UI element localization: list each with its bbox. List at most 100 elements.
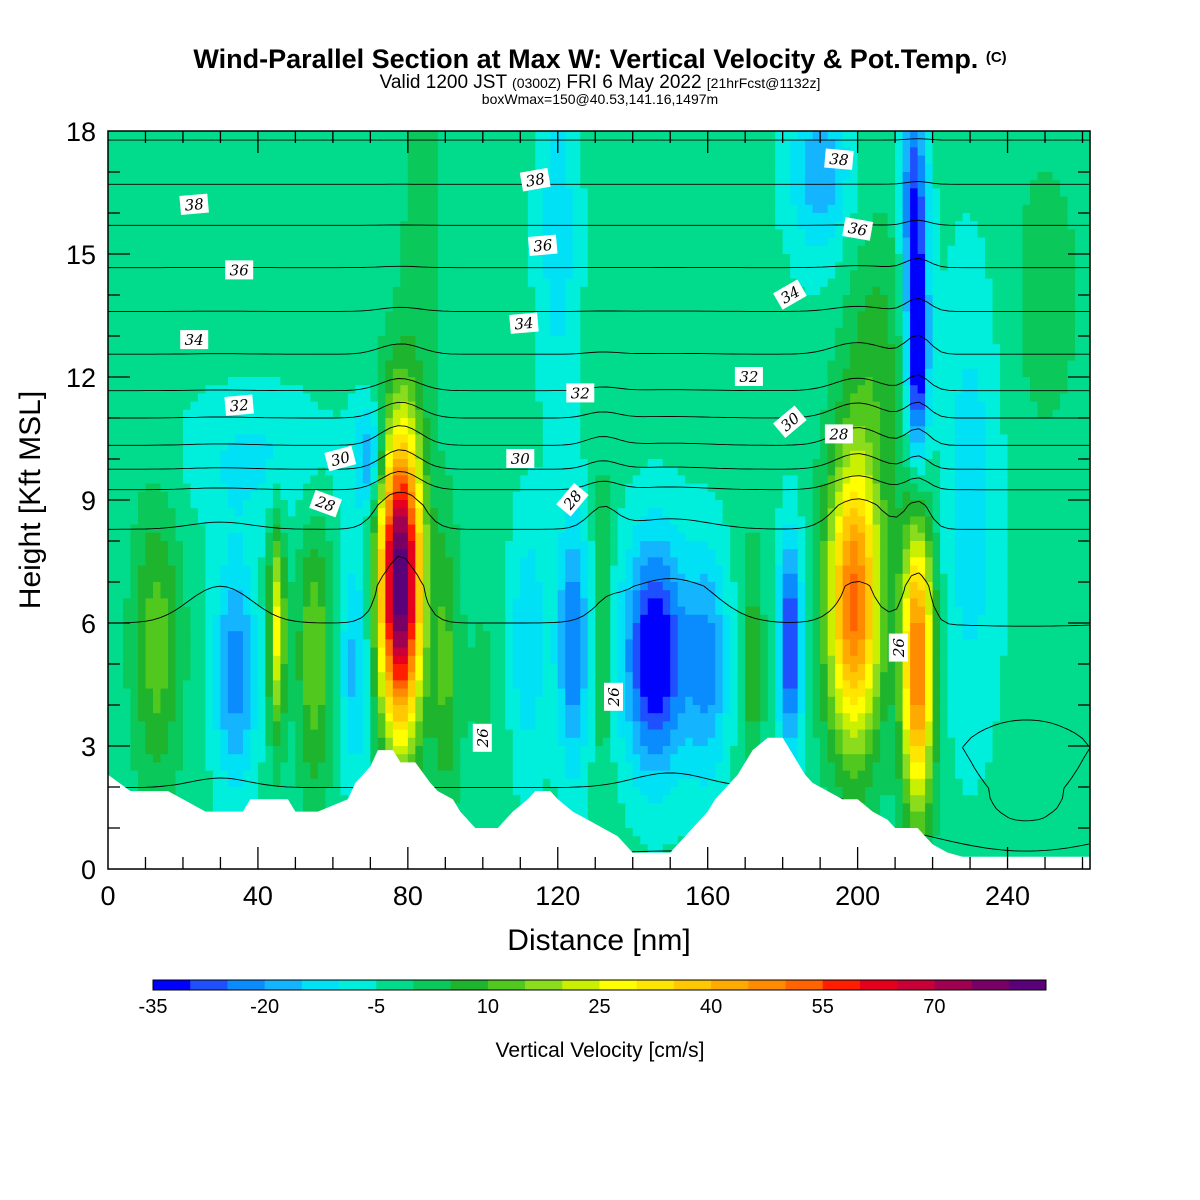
heatmap-cell xyxy=(625,229,634,239)
heatmap-cell xyxy=(662,303,671,312)
heatmap-cell xyxy=(917,270,926,280)
heatmap-cell xyxy=(812,262,821,271)
heatmap-cell xyxy=(295,327,304,337)
heatmap-cell xyxy=(797,196,806,206)
heatmap-cell xyxy=(797,172,806,181)
heatmap-cell xyxy=(902,401,911,411)
heatmap-cell xyxy=(1000,385,1009,394)
heatmap-cell xyxy=(625,327,634,337)
heatmap-cell xyxy=(580,147,589,157)
heatmap-cell xyxy=(737,188,746,198)
heatmap-cell xyxy=(775,163,784,173)
heatmap-cell xyxy=(460,139,469,148)
heatmap-cell xyxy=(242,254,252,263)
heatmap-cell xyxy=(317,393,326,403)
heatmap-cell xyxy=(955,344,964,353)
heatmap-cell xyxy=(797,385,806,394)
heatmap-cell xyxy=(122,229,132,239)
heatmap-cell xyxy=(1060,327,1069,337)
heatmap-cell xyxy=(550,295,559,304)
heatmap-cell xyxy=(640,196,649,206)
heatmap-cell xyxy=(632,327,641,337)
heatmap-cell xyxy=(700,336,709,345)
heatmap-cell xyxy=(227,188,237,198)
heatmap-cell xyxy=(452,295,461,304)
heatmap-cell xyxy=(715,426,724,435)
heatmap-cell xyxy=(497,401,506,411)
heatmap-cell xyxy=(760,278,769,288)
heatmap-cell xyxy=(130,303,139,312)
heatmap-cell xyxy=(370,131,379,140)
heatmap-cell xyxy=(280,311,289,321)
heatmap-cell xyxy=(880,311,889,321)
heatmap-cell xyxy=(992,204,1001,214)
heatmap-cell xyxy=(625,204,634,214)
heatmap-cell xyxy=(820,377,829,386)
heatmap-cell xyxy=(302,303,311,312)
heatmap-cell xyxy=(490,319,499,329)
heatmap-cell xyxy=(167,377,177,386)
heatmap-cell xyxy=(385,270,394,280)
heatmap-cell xyxy=(497,393,506,403)
heatmap-cell xyxy=(850,278,859,288)
heatmap-cell xyxy=(1082,409,1091,419)
heatmap-cell xyxy=(677,352,686,362)
heatmap-cell xyxy=(175,196,184,206)
heatmap-cell xyxy=(850,213,859,222)
heatmap-cell xyxy=(707,270,716,280)
heatmap-cell xyxy=(1015,418,1024,427)
heatmap-cell xyxy=(430,172,439,181)
heatmap-cell xyxy=(700,418,709,427)
heatmap-cell xyxy=(482,377,491,386)
heatmap-cell xyxy=(310,418,319,427)
heatmap-cell xyxy=(220,426,229,435)
heatmap-cell xyxy=(962,196,971,206)
heatmap-cell xyxy=(895,131,904,140)
heatmap-cell xyxy=(947,319,956,329)
heatmap-cell xyxy=(160,303,169,312)
heatmap-cell xyxy=(505,262,514,271)
heatmap-cell xyxy=(865,393,874,403)
heatmap-cell xyxy=(205,319,214,329)
heatmap-cell xyxy=(512,262,521,271)
heatmap-cell xyxy=(137,418,147,427)
heatmap-cell xyxy=(992,262,1001,271)
heatmap-cell xyxy=(108,401,117,411)
heatmap-cell xyxy=(280,139,289,148)
heatmap-cell xyxy=(767,418,776,427)
heatmap-cell xyxy=(377,286,386,296)
heatmap-cell xyxy=(587,352,596,362)
heatmap-cell xyxy=(700,262,709,271)
heatmap-cell xyxy=(437,409,446,419)
heatmap-cell xyxy=(452,139,461,148)
heatmap-cell xyxy=(662,262,671,271)
heatmap-cell xyxy=(910,262,919,271)
heatmap-cell xyxy=(1007,295,1016,304)
heatmap-cell xyxy=(265,401,274,411)
heatmap-cell xyxy=(910,352,919,362)
heatmap-cell xyxy=(925,196,934,206)
heatmap-cell xyxy=(257,229,267,239)
heatmap-cell xyxy=(887,180,896,189)
heatmap-cell xyxy=(910,155,919,165)
heatmap-cell xyxy=(715,270,724,280)
heatmap-cell xyxy=(437,131,446,140)
heatmap-cell xyxy=(362,270,371,280)
heatmap-cell xyxy=(580,344,589,353)
heatmap-cell xyxy=(407,319,416,329)
heatmap-cell xyxy=(640,327,649,337)
heatmap-cell xyxy=(640,311,649,321)
heatmap-cell xyxy=(302,368,311,378)
heatmap-cell xyxy=(812,377,821,386)
heatmap-cell xyxy=(655,319,664,329)
heatmap-cell xyxy=(842,336,851,345)
heatmap-cell xyxy=(902,352,911,362)
heatmap-cell xyxy=(145,377,154,386)
heatmap-cell xyxy=(182,311,192,321)
heatmap-cell xyxy=(1037,254,1046,263)
heatmap-cell xyxy=(340,213,349,222)
heatmap-cell xyxy=(1015,303,1024,312)
heatmap-cell xyxy=(647,172,656,181)
heatmap-cell xyxy=(452,213,461,222)
heatmap-cell xyxy=(122,327,132,337)
